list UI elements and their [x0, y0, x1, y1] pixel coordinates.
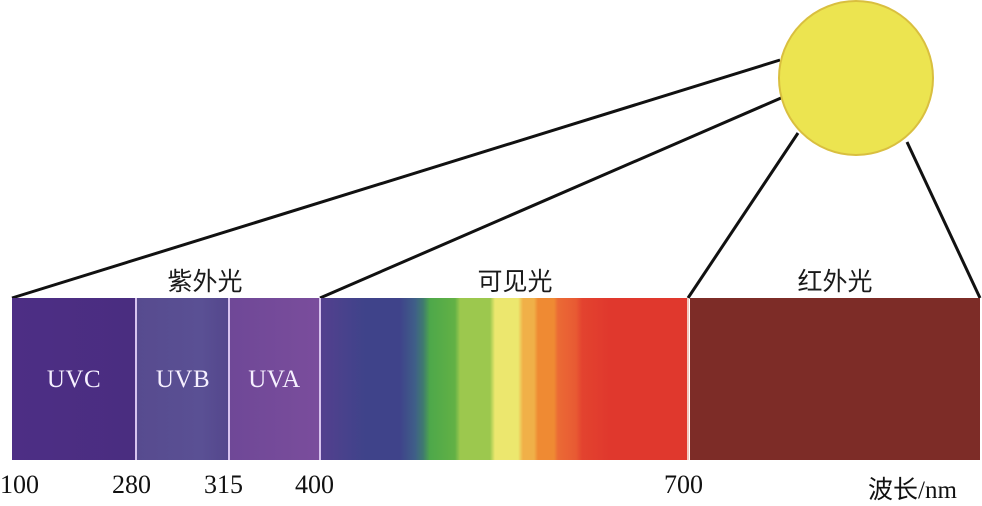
- line-uv-visible: [319, 96, 782, 300]
- line-ir-right: [905, 141, 982, 299]
- band-infrared: [690, 298, 980, 460]
- tick-315: 315: [204, 470, 243, 499]
- band-uvb: [137, 298, 229, 460]
- region-label-visible: 可见光: [477, 267, 553, 296]
- line-visible-ir: [686, 132, 800, 299]
- divider-700: [687, 298, 689, 460]
- sun-icon: [778, 0, 934, 156]
- line-uv-left: [11, 58, 781, 300]
- band-uvc: [12, 298, 136, 460]
- region-label-uv: 紫外光: [167, 267, 243, 296]
- tick-400: 400: [295, 470, 334, 499]
- divider-400: [319, 298, 321, 460]
- tick-280: 280: [112, 470, 151, 499]
- region-label-infrared: 红外光: [797, 267, 873, 296]
- divider-280: [135, 298, 137, 460]
- divider-315: [228, 298, 230, 460]
- tick-100: 100: [0, 470, 39, 499]
- band-uva: [230, 298, 319, 460]
- segment-label-uva: UVA: [248, 366, 301, 393]
- axis-unit-label: 波长/nm: [868, 477, 957, 504]
- segment-label-uvc: UVC: [46, 366, 102, 393]
- tick-700: 700: [664, 470, 703, 499]
- band-visible: [320, 298, 688, 460]
- segment-label-uvb: UVB: [155, 366, 211, 393]
